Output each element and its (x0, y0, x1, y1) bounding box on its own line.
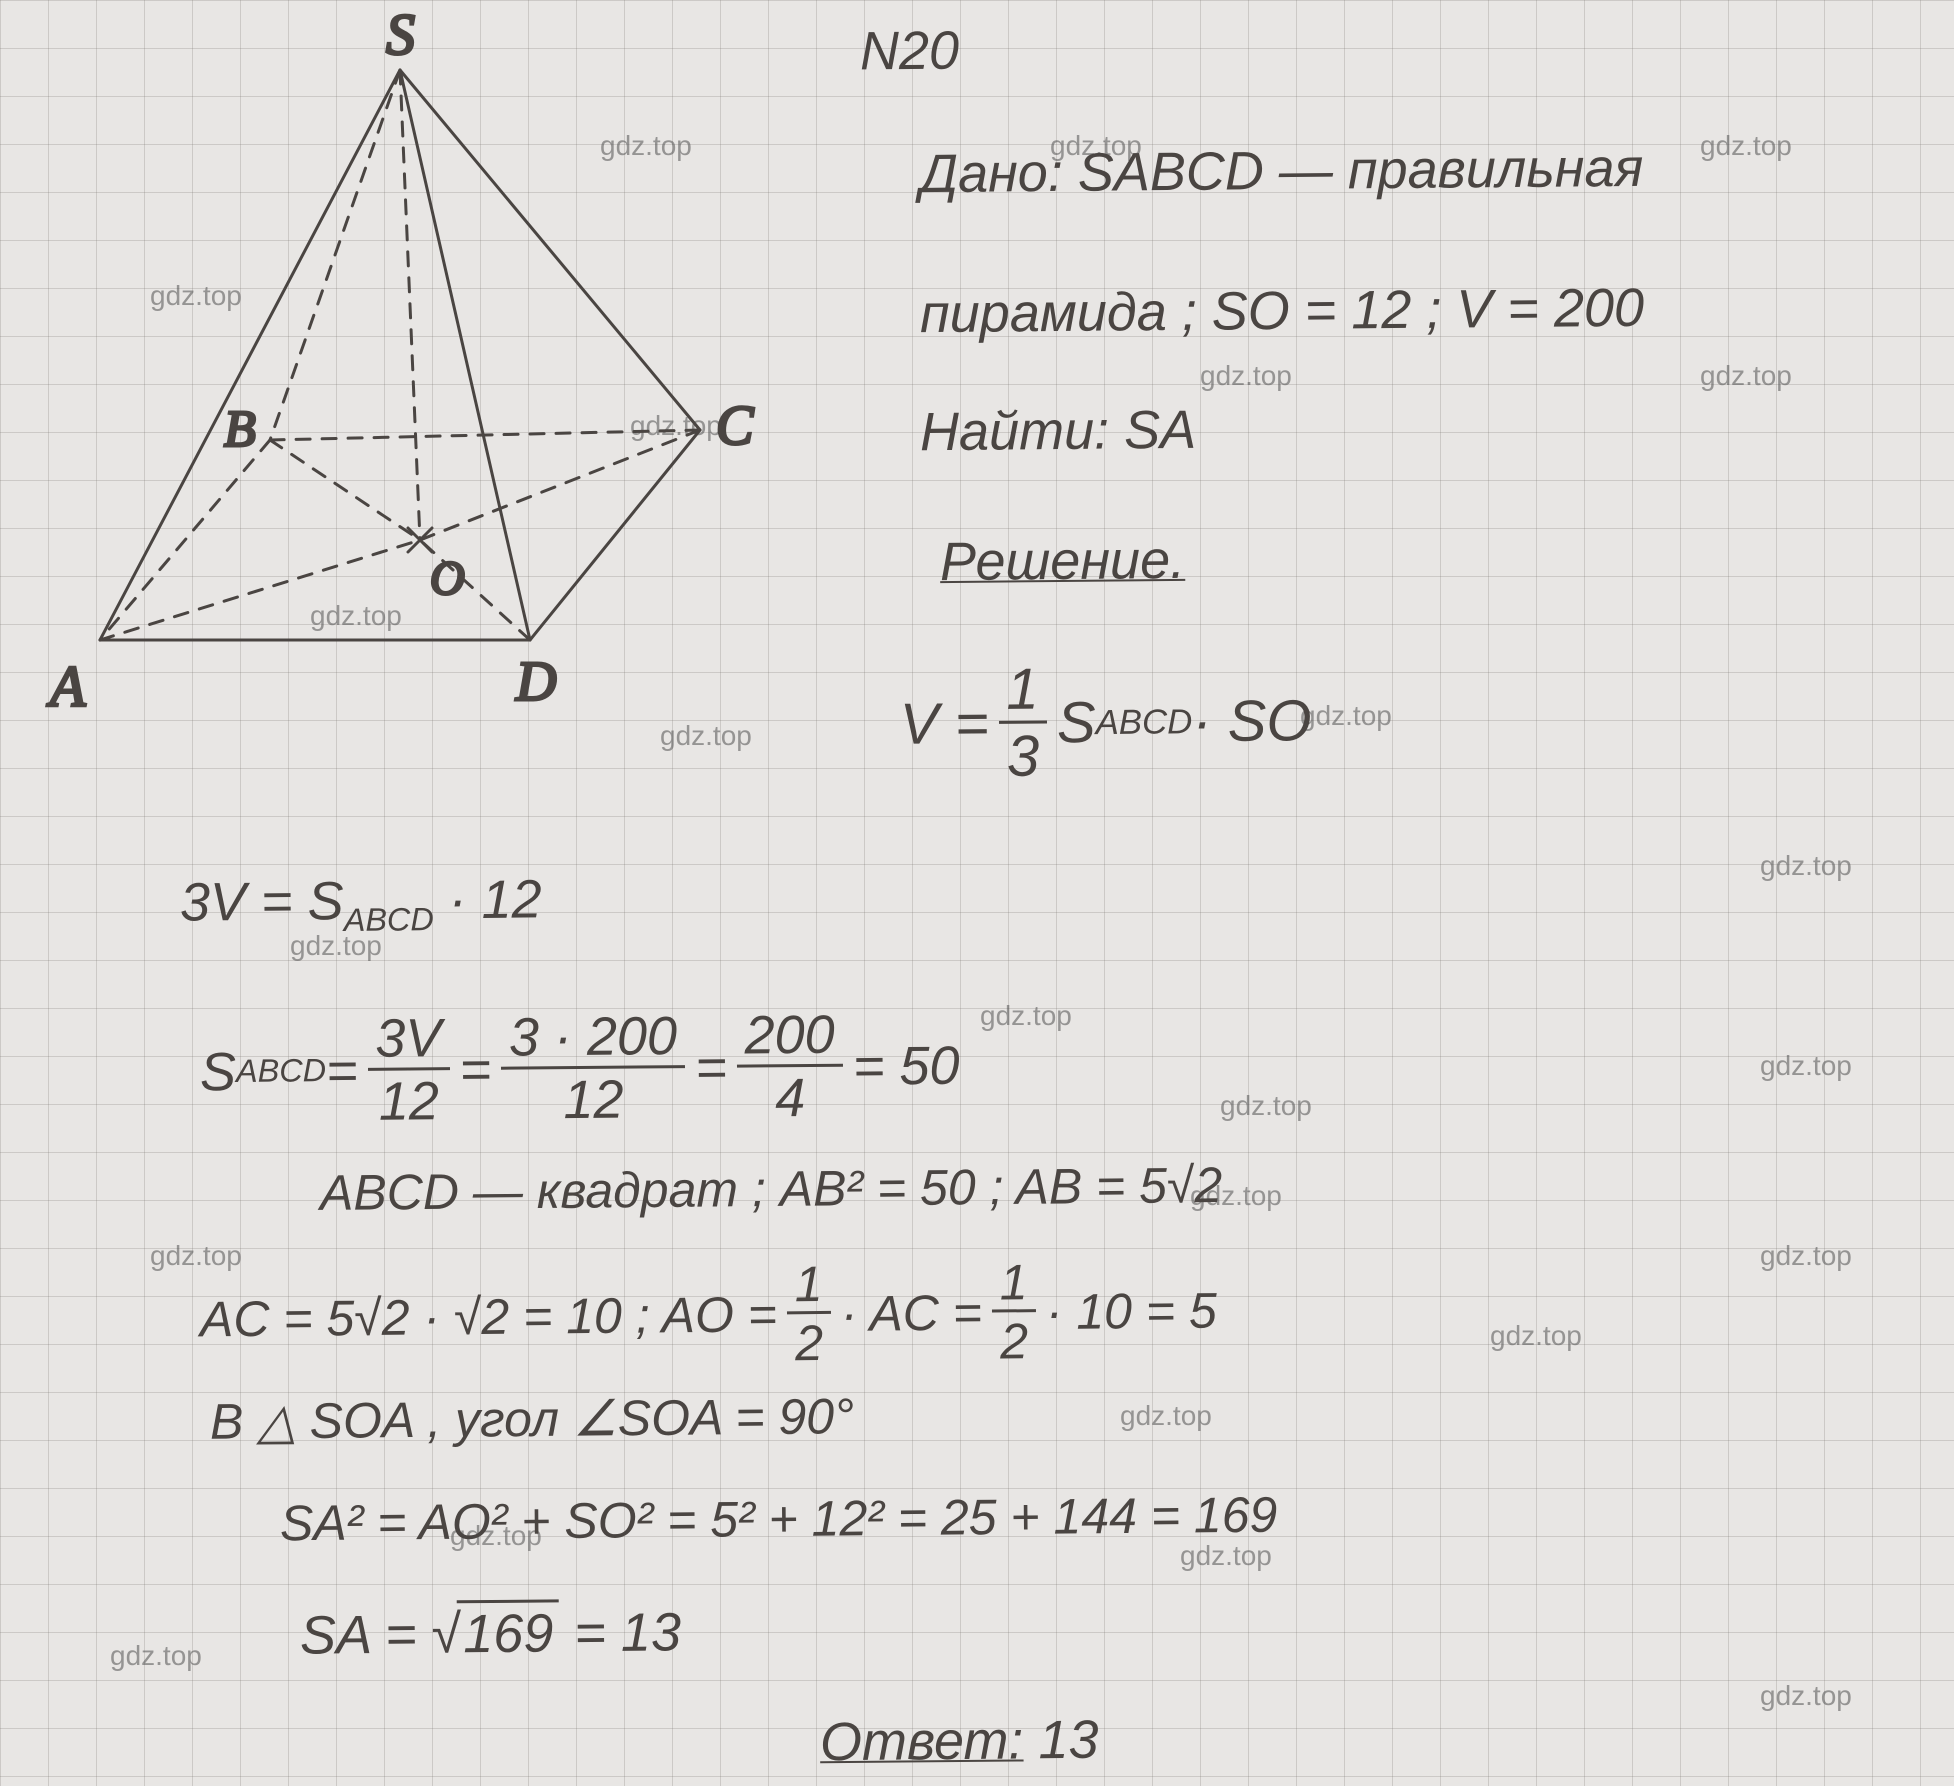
half-2: 1 2 (992, 1257, 1037, 1366)
solution-label: Решение. (940, 529, 1186, 593)
step-sa: SA = √169 = 13 (300, 1598, 681, 1666)
given-label: Дано: (920, 143, 1063, 204)
vol-rhs-tail: · SO (1192, 687, 1312, 755)
frac-3v-12: 3V 12 (367, 1011, 450, 1129)
pyramid-diagram: SABCDO (60, 50, 820, 710)
vol-lhs: V = (900, 690, 989, 758)
find-label: Найти: (920, 401, 1110, 463)
given-line-1: Дано: SABCD — правильная (920, 137, 1644, 205)
frac-3x200-12: 3 · 200 12 (501, 1009, 686, 1128)
svg-text:S: S (386, 2, 415, 67)
one-third-fraction: 1 3 (998, 661, 1047, 786)
problem-number: N20 (860, 20, 960, 83)
step-sabcd: SABCD = 3V 12 = 3 · 200 12 = 200 4 = 50 (200, 1007, 961, 1131)
step-3v: 3V = SABCD · 12 (180, 868, 542, 940)
volume-formula: V = 1 3 SABCD · SO (899, 658, 1312, 787)
svg-text:B: B (224, 401, 256, 458)
answer-label: Ответ: (820, 1710, 1024, 1772)
step-ac: AC = 5√2 · √2 = 10 ; AO = 1 2 · AC = 1 2… (200, 1256, 1218, 1374)
svg-text:C: C (716, 395, 754, 457)
svg-text:A: A (46, 654, 86, 719)
answer-line: Ответ: 13 (820, 1709, 1099, 1773)
frac-200-4: 200 4 (736, 1008, 843, 1126)
step-square: ABCD — квадрат ; AB² = 50 ; AB = 5√2 (320, 1156, 1223, 1222)
step-triangle: В △ SOA , угол ∠SOA = 90° (210, 1387, 855, 1451)
svg-text:O: O (430, 552, 465, 605)
step-sa2: SA² = AO² + SO² = 5² + 12² = 25 + 144 = … (280, 1486, 1278, 1553)
half-1: 1 2 (786, 1259, 831, 1368)
vol-rhs-s: S (1057, 689, 1096, 756)
answer-value: 13 (1023, 1710, 1099, 1771)
given-line-2: пирамида ; SO = 12 ; V = 200 (920, 277, 1645, 345)
find-line: Найти: SA (920, 399, 1197, 463)
find-value: SA (1124, 400, 1197, 461)
given-text: SABCD — правильная (1078, 138, 1644, 203)
svg-text:D: D (515, 651, 556, 713)
pyramid-svg: SABCDO (60, 50, 820, 710)
